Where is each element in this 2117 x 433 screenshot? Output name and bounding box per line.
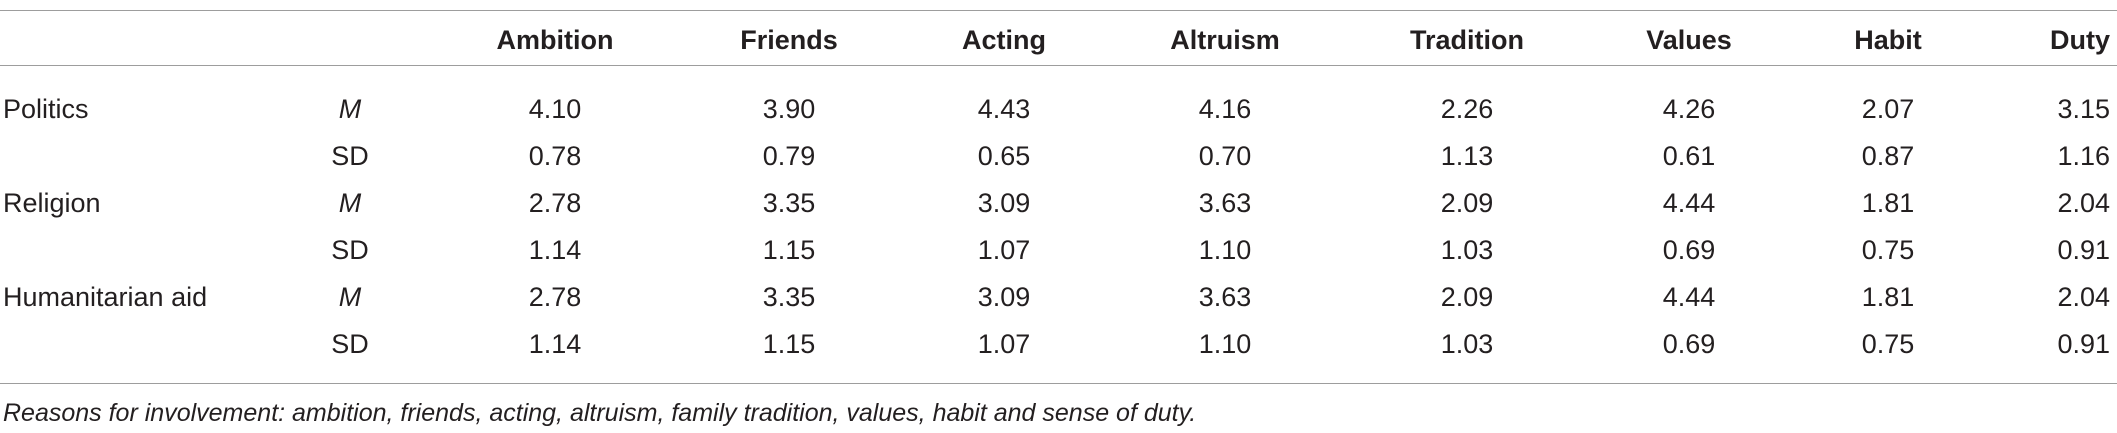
table-header-rule <box>0 65 2117 66</box>
table-cell: 0.69 <box>1662 235 1716 265</box>
table-cell: 1.15 <box>762 235 816 265</box>
table-cell: 2.09 <box>1440 188 1494 218</box>
table-cell: 1.81 <box>1861 282 1915 312</box>
table-cell: 3.63 <box>1198 188 1252 218</box>
column-header-tradition: Tradition <box>1410 25 1524 55</box>
table-cell: 0.69 <box>1662 329 1716 359</box>
table-cell: 1.07 <box>977 329 1031 359</box>
table-cell: 3.35 <box>762 188 816 218</box>
table-cell: 2.04 <box>2057 282 2110 312</box>
table-top-rule <box>0 10 2117 11</box>
table-row: Politics M 4.10 3.90 4.43 4.16 2.26 4.26… <box>0 93 2117 140</box>
table-bottom-rule <box>0 383 2117 384</box>
column-header-habit: Habit <box>1854 25 1922 55</box>
row-stat-label: SD <box>331 141 369 171</box>
row-group-label: Humanitarian aid <box>3 282 208 312</box>
table-cell: 1.10 <box>1198 235 1252 265</box>
table-cell: 1.14 <box>528 235 582 265</box>
table-cell: 0.75 <box>1861 329 1915 359</box>
table-cell: 4.44 <box>1662 282 1716 312</box>
table-cell: 0.70 <box>1198 141 1252 171</box>
table-cell: 2.09 <box>1440 282 1494 312</box>
table-cell: 1.15 <box>762 329 816 359</box>
row-stat-label: M <box>338 282 362 312</box>
column-header-friends: Friends <box>740 25 838 55</box>
row-group-label: Politics <box>3 94 89 124</box>
table-row: SD 1.14 1.15 1.07 1.10 1.03 0.69 0.75 0.… <box>0 234 2117 281</box>
table-cell: 2.04 <box>2057 188 2110 218</box>
table-row: SD 0.78 0.79 0.65 0.70 1.13 0.61 0.87 1.… <box>0 140 2117 187</box>
table-cell: 4.10 <box>528 94 582 124</box>
table-header-row: Ambition Friends Acting Altruism Traditi… <box>0 10 2117 66</box>
row-stat-label: SD <box>331 329 369 359</box>
table-cell: 0.79 <box>762 141 816 171</box>
table-row: Humanitarian aid M 2.78 3.35 3.09 3.63 2… <box>0 281 2117 328</box>
table-cell: 2.07 <box>1861 94 1915 124</box>
table-cell: 0.78 <box>528 141 582 171</box>
table-cell: 1.16 <box>2057 141 2110 171</box>
table-cell: 1.14 <box>528 329 582 359</box>
table-cell: 1.03 <box>1440 235 1494 265</box>
table-row: SD 1.14 1.15 1.07 1.10 1.03 0.69 0.75 0.… <box>0 328 2117 375</box>
column-header-acting: Acting <box>962 25 1046 55</box>
table-cell: 0.61 <box>1662 141 1716 171</box>
table-cell: 2.78 <box>528 188 582 218</box>
table-cell: 4.26 <box>1662 94 1716 124</box>
row-stat-label: M <box>338 94 362 124</box>
table-cell: 2.26 <box>1440 94 1494 124</box>
table-cell: 3.09 <box>977 282 1031 312</box>
table-row: Religion M 2.78 3.35 3.09 3.63 2.09 4.44… <box>0 187 2117 234</box>
table-cell: 3.63 <box>1198 282 1252 312</box>
table-cell: 3.35 <box>762 282 816 312</box>
table-cell: 4.44 <box>1662 188 1716 218</box>
row-stat-label: M <box>338 188 362 218</box>
row-stat-label: SD <box>331 235 369 265</box>
table-cell: 4.43 <box>977 94 1031 124</box>
table-cell: 0.91 <box>2057 329 2110 359</box>
table-cell: 1.81 <box>1861 188 1915 218</box>
table-cell: 3.15 <box>2057 94 2110 124</box>
column-header-ambition: Ambition <box>496 25 614 55</box>
table-cell: 1.03 <box>1440 329 1494 359</box>
row-group-label: Religion <box>3 188 101 218</box>
table-cell: 0.65 <box>977 141 1031 171</box>
column-header-values: Values <box>1646 25 1732 55</box>
table-cell: 1.13 <box>1440 141 1494 171</box>
table-footnote: Reasons for involvement: ambition, frien… <box>3 399 1197 427</box>
table-cell: 3.90 <box>762 94 816 124</box>
table-cell: 1.10 <box>1198 329 1252 359</box>
table-cell: 0.75 <box>1861 235 1915 265</box>
table-cell: 4.16 <box>1198 94 1252 124</box>
table-cell: 0.91 <box>2057 235 2110 265</box>
table-cell: 2.78 <box>528 282 582 312</box>
table-cell: 3.09 <box>977 188 1031 218</box>
column-header-duty: Duty <box>2050 25 2110 55</box>
table-cell: 0.87 <box>1861 141 1915 171</box>
column-header-altruism: Altruism <box>1170 25 1280 55</box>
table-cell: 1.07 <box>977 235 1031 265</box>
